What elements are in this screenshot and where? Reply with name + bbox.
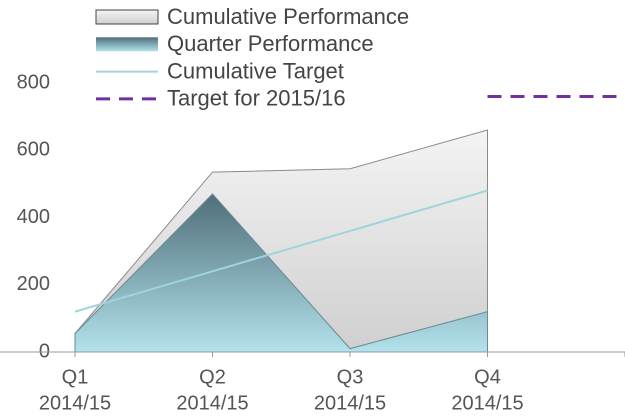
x-tick-label: Q4 (474, 366, 501, 388)
x-tick-label: 2014/15 (451, 392, 523, 414)
legend-label: Quarter Performance (167, 31, 374, 56)
y-tick-label: 200 (17, 273, 50, 295)
legend-label: Cumulative Target (167, 58, 344, 83)
x-tick-label: Q1 (62, 366, 89, 388)
x-tick-label: Q3 (337, 366, 364, 388)
legend-swatch (96, 37, 158, 52)
y-tick-label: 600 (17, 139, 50, 161)
x-tick-label: 2014/15 (176, 392, 248, 414)
y-tick-label: 800 (17, 71, 50, 93)
legend-swatch (95, 9, 159, 25)
x-tick-label: Q2 (199, 366, 226, 388)
y-tick-label: 0 (39, 340, 50, 362)
x-tick-label: 2014/15 (314, 392, 386, 414)
line (74, 189, 488, 313)
x-tick-label: 2014/15 (39, 392, 111, 414)
y-tick-label: 400 (17, 206, 50, 228)
legend-label: Target for 2015/16 (167, 86, 346, 111)
legend-label: Cumulative Performance (167, 4, 409, 29)
